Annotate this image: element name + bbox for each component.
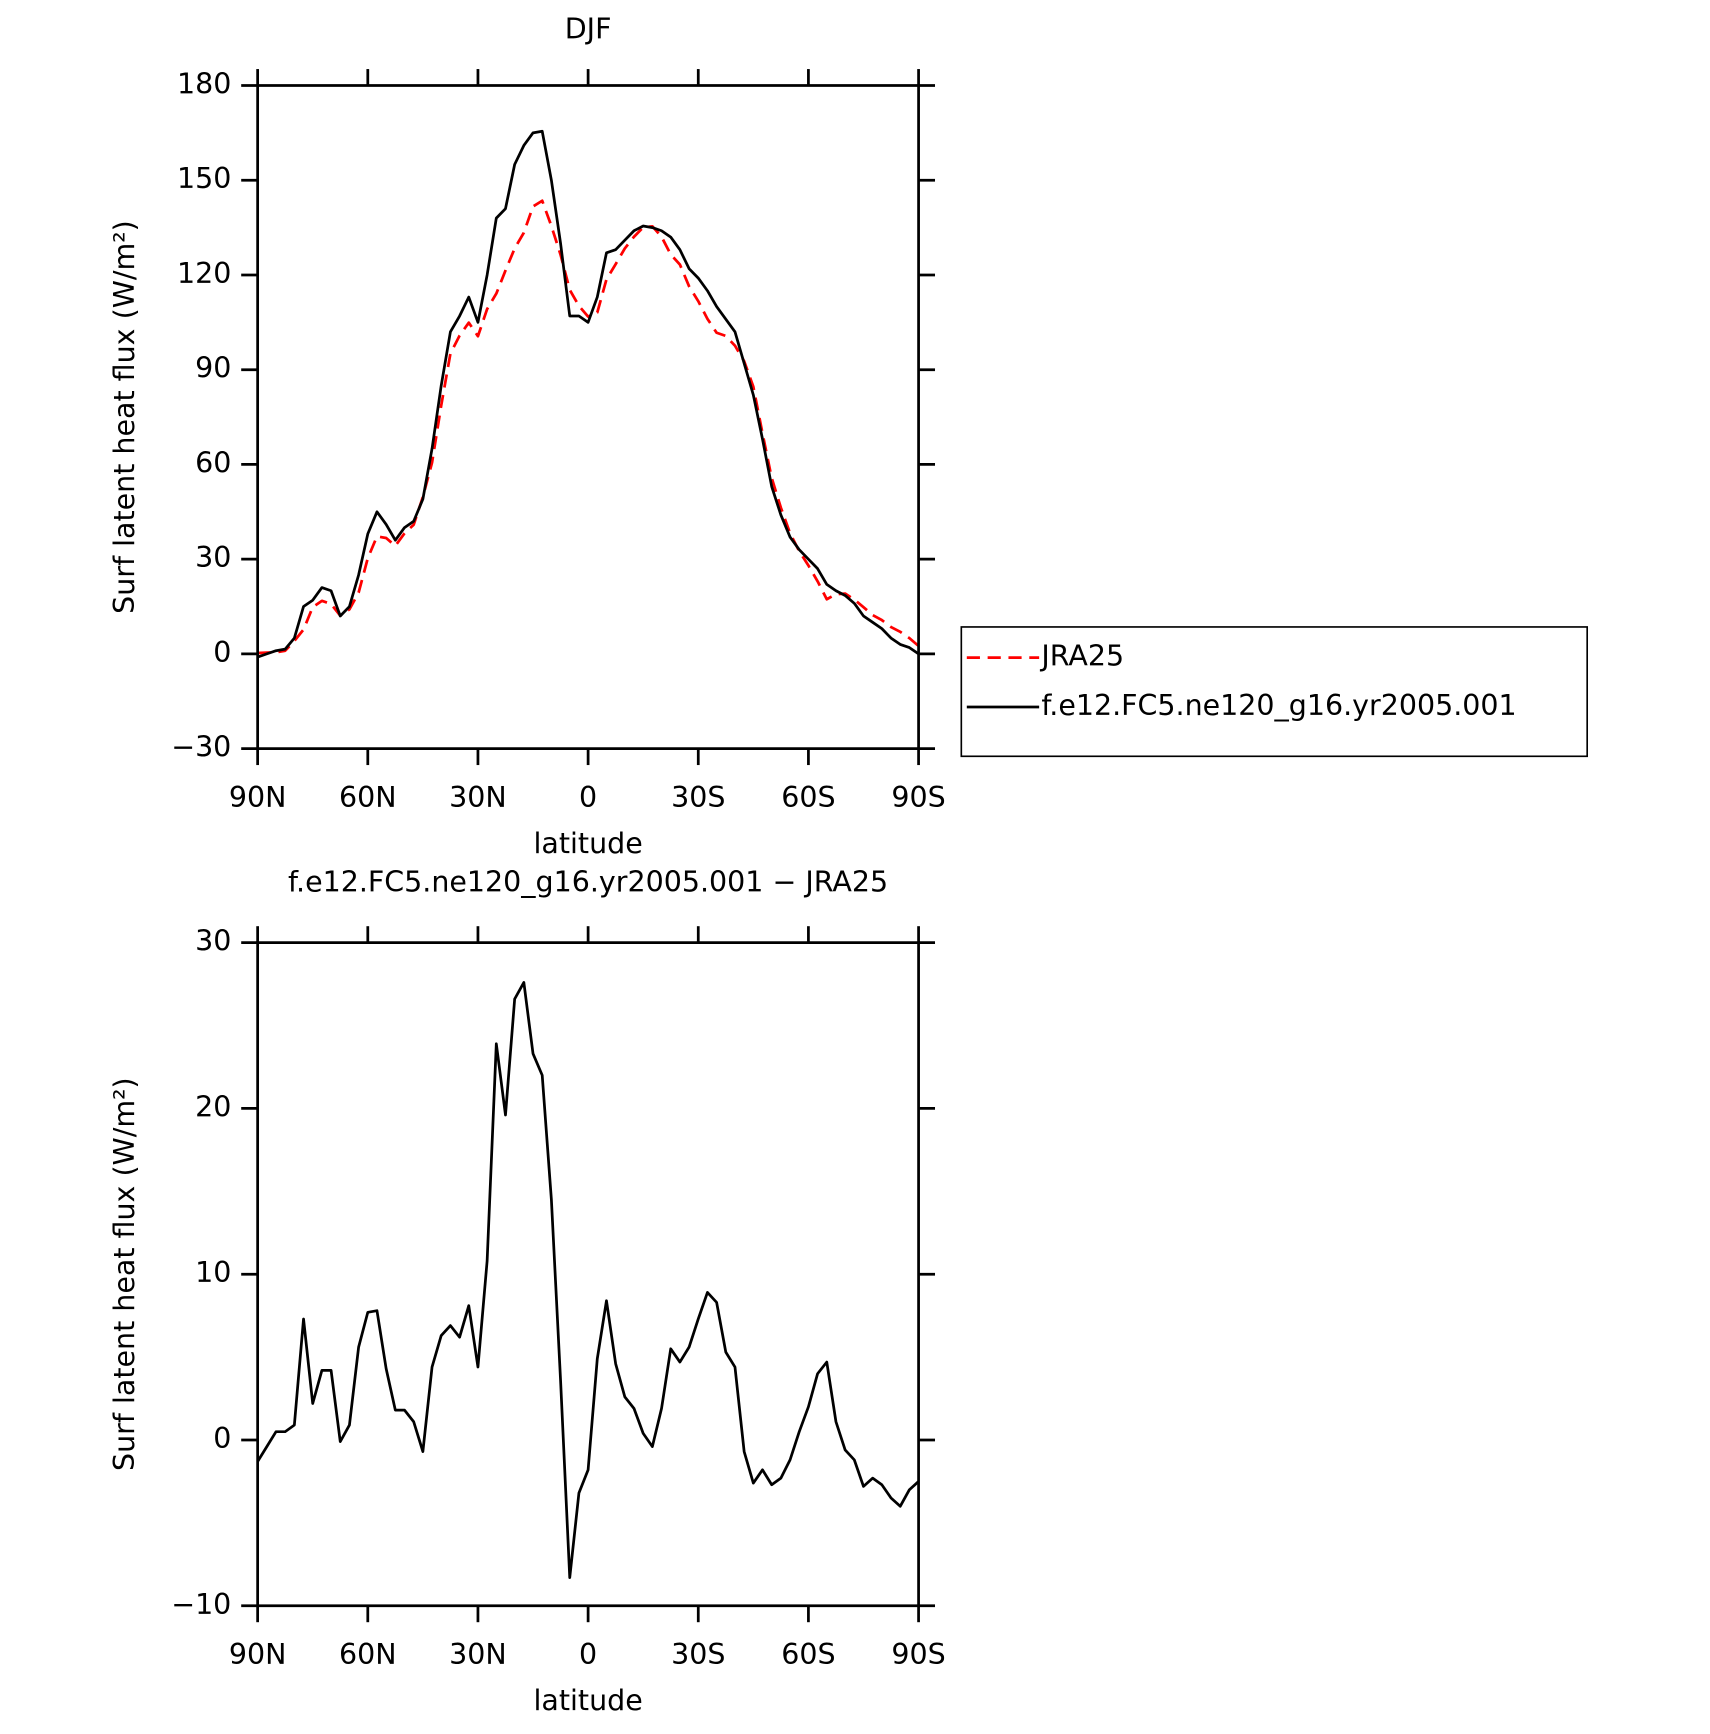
x-tick-label: 0 [579,1638,597,1671]
x-tick-label: 30S [671,781,725,814]
x-tick-label: 90S [891,781,945,814]
y-tick-label: 60 [195,446,231,479]
x-tick-label: 60S [781,1638,835,1671]
plot-frame [256,84,920,750]
chart-title: DJF [565,13,612,46]
y-tick-label: 0 [213,636,231,669]
x-tick-label: 30N [449,781,507,814]
y-tick-label: 120 [177,257,231,290]
x-tick-label: 30S [671,1638,725,1671]
y-tick-label: −30 [171,731,231,764]
x-tick-label: 90N [229,1638,287,1671]
x-tick-label: 90S [891,1638,945,1671]
y-axis-label: Surf latent heat flux (W/m²) [108,1077,141,1471]
y-tick-label: −10 [171,1588,231,1621]
x-tick-label: 60N [339,781,397,814]
y-tick-label: 20 [195,1090,231,1123]
series-line [257,199,920,655]
plot-frame [256,941,920,1608]
y-tick-label: 90 [195,352,231,385]
legend-label: f.e12.FC5.ne120_g16.yr2005.001 [1041,689,1516,722]
y-tick-label: 30 [195,541,231,574]
x-axis-label: latitude [533,827,642,860]
y-tick-label: 10 [195,1256,231,1289]
x-tick-label: 0 [579,781,597,814]
data-line [256,981,920,1579]
x-tick-label: 30N [449,1638,507,1671]
x-tick-label: 60S [781,781,835,814]
x-axis-label: latitude [533,1684,642,1717]
y-tick-label: 180 [177,67,231,100]
x-tick-label: 90N [229,781,287,814]
chart-title: f.e12.FC5.ne120_g16.yr2005.001 − JRA25 [288,865,888,898]
x-tick-label: 60N [339,1638,397,1671]
y-tick-label: 150 [177,162,231,195]
legend-box [960,626,1589,758]
y-tick-label: 30 [195,925,231,958]
series-line [257,129,920,659]
y-axis-label: Surf latent heat flux (W/m²) [108,220,141,614]
legend-label: JRA25 [1039,640,1124,673]
y-tick-label: 0 [213,1422,231,1455]
